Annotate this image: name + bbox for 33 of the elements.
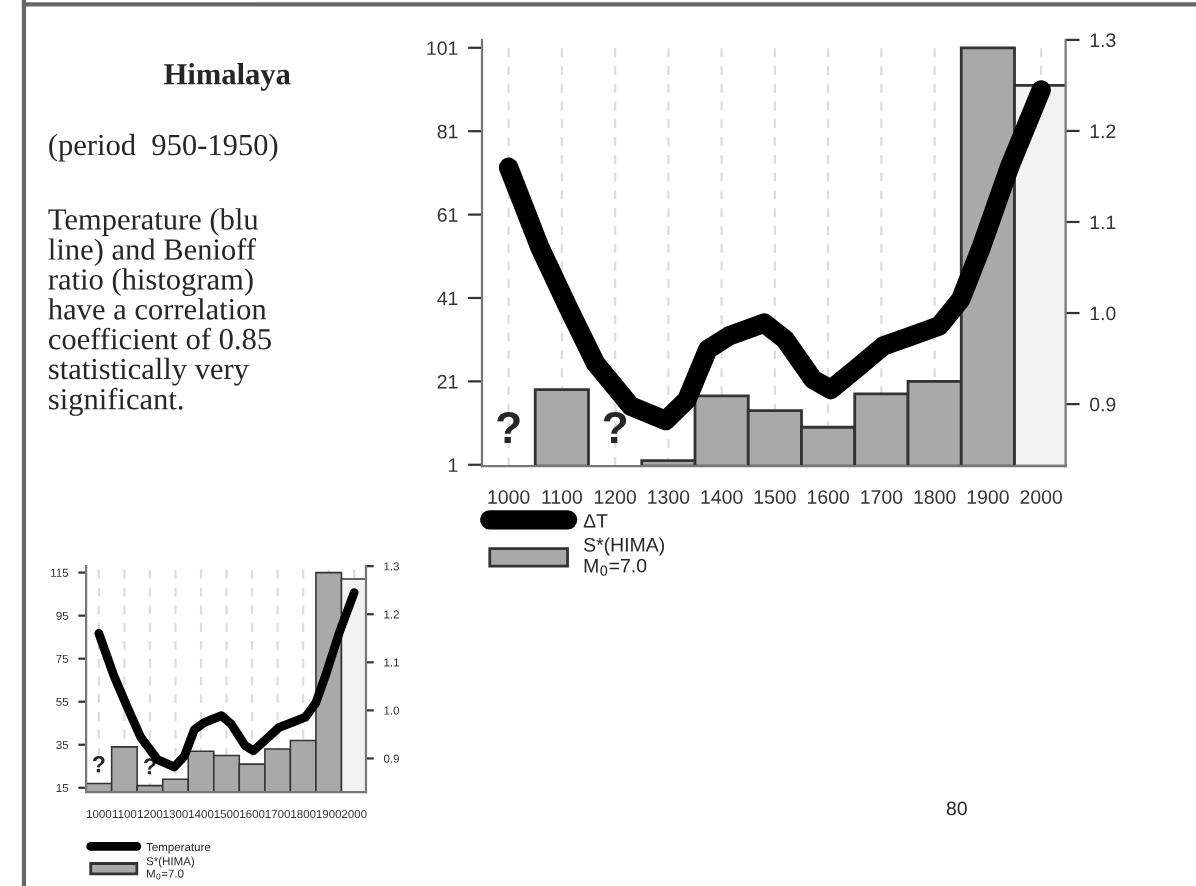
text: 80 [946, 801, 967, 816]
annotation: ? [497, 411, 520, 443]
y-tick-label: 21 [437, 374, 458, 389]
y-tick-label: 101 [427, 41, 458, 56]
y-tick-label: 1 [449, 458, 458, 472]
x-tick-label: 1500 [754, 490, 796, 504]
x-tick-label: 1700 [861, 490, 903, 504]
x-tick-label: 1900 [967, 490, 1009, 504]
x-tick-label: 1400 [701, 490, 743, 504]
x-tick-label: 1600 [807, 490, 849, 504]
y2-tick-label: 1.1 [1090, 215, 1116, 230]
x-tick-label: 1000 [488, 490, 530, 504]
x-tick-label: 2000 [1020, 490, 1063, 504]
data-label: ? [92, 756, 105, 773]
y-tick-label: 81 [437, 124, 458, 139]
text: Temperature (blu line) and Benioff ratio (histogram) have a correlation coefficient of 0.85 statistically very significant. [48, 208, 271, 416]
text: Himalaya [164, 62, 291, 91]
x-tick-label: 1800 [914, 490, 956, 504]
bar [533, 388, 590, 467]
y2-tick-label: 0.9 [1090, 397, 1116, 412]
line-series [94, 588, 359, 772]
y-tick-label: 61 [437, 208, 458, 222]
x-tick-label: 1100 [542, 490, 583, 504]
y2-tick-label: 1.3 [1090, 33, 1116, 48]
legend-label: ΔT [583, 514, 608, 528]
x-tick-label: 1300 [648, 490, 690, 504]
y2-tick-label: 1.2 [1090, 124, 1116, 138]
y-tick-label: 41 [437, 291, 458, 306]
annotation: ? [603, 411, 627, 443]
y2-tick-label: 1.0 [1090, 306, 1116, 321]
legend-label: S*(HIMA) M$_{0}$=7.0 [583, 537, 664, 576]
x-tick-label: 1200 [594, 490, 636, 504]
text: (period 950-1950) [49, 133, 278, 162]
